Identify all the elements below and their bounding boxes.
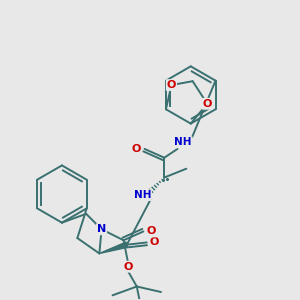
Text: O: O [131, 144, 140, 154]
Text: NH: NH [134, 190, 151, 200]
Text: O: O [150, 238, 159, 248]
Text: O: O [123, 262, 133, 272]
Text: N: N [97, 224, 106, 234]
Text: O: O [167, 80, 176, 90]
Text: O: O [202, 99, 212, 109]
Polygon shape [99, 242, 128, 254]
Text: NH: NH [174, 137, 192, 147]
Text: O: O [146, 226, 156, 236]
